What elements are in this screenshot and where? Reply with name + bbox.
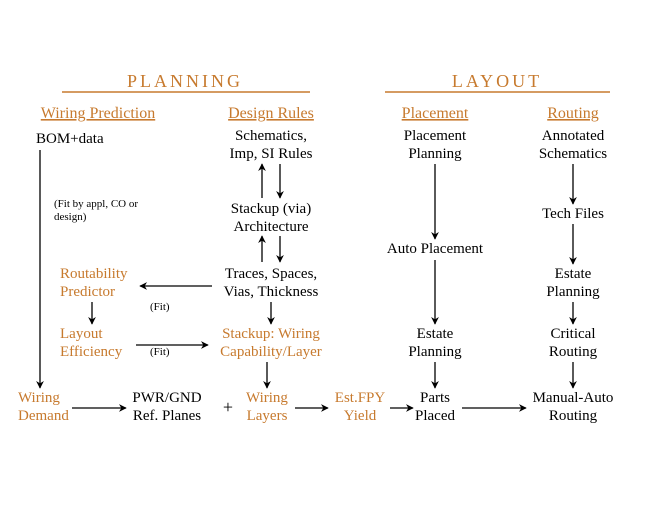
svg-text:Planning: Planning	[408, 146, 462, 162]
subhead-design-rules: Design Rules	[228, 105, 314, 122]
svg-text:Imp, SI Rules: Imp, SI Rules	[230, 146, 313, 162]
node-routability-predictor: Routability Predictor	[60, 266, 128, 300]
svg-text:Demand: Demand	[18, 408, 69, 424]
svg-text:Traces, Spaces,: Traces, Spaces,	[225, 266, 317, 282]
node-schematics: Schematics, Imp, SI Rules	[230, 128, 313, 162]
svg-text:Architecture: Architecture	[234, 219, 309, 235]
svg-text:Wiring: Wiring	[18, 390, 60, 406]
node-critical-routing: Critical Routing	[549, 326, 598, 360]
svg-text:Manual-Auto: Manual-Auto	[533, 390, 614, 406]
svg-text:Layout: Layout	[60, 326, 103, 342]
node-stackup-wiring: Stackup: Wiring Capability/Layer	[220, 326, 322, 360]
node-placement-planning: Placement Planning	[404, 128, 467, 162]
node-wiring-layers: Wiring Layers	[246, 390, 288, 424]
node-stackup-via: Stackup (via) Architecture	[231, 201, 311, 235]
note-fit-by: (Fit by appl, CO or design)	[54, 198, 138, 223]
svg-text:Annotated: Annotated	[542, 128, 605, 144]
svg-text:PWR/GND: PWR/GND	[132, 390, 201, 406]
symbol-plus: +	[223, 397, 233, 417]
svg-text:Planning: Planning	[546, 284, 600, 300]
header-planning: PLANNING	[127, 71, 243, 91]
node-estate-planning-placement: Estate Planning	[408, 326, 462, 360]
svg-text:Efficiency: Efficiency	[60, 344, 123, 360]
svg-text:Estate: Estate	[555, 266, 592, 282]
svg-text:(Fit by appl, CO or: (Fit by appl, CO or	[54, 198, 138, 210]
node-annotated-schematics: Annotated Schematics	[539, 128, 607, 162]
svg-text:Est.FPY: Est.FPY	[335, 390, 386, 406]
node-parts-placed: Parts Placed	[415, 390, 455, 424]
svg-text:Placed: Placed	[415, 408, 455, 424]
svg-text:Placement: Placement	[404, 128, 467, 144]
svg-text:design): design)	[54, 211, 87, 223]
note-fit-2: (Fit)	[150, 346, 170, 358]
svg-text:Vias, Thickness: Vias, Thickness	[224, 284, 319, 300]
node-bom: BOM+data	[36, 131, 104, 147]
svg-text:Layers: Layers	[247, 408, 288, 424]
svg-text:Estate: Estate	[417, 326, 454, 342]
node-tech-files: Tech Files	[542, 206, 604, 222]
node-traces: Traces, Spaces, Vias, Thickness	[224, 266, 319, 300]
subhead-wiring-prediction: Wiring Prediction	[41, 105, 155, 122]
svg-text:Schematics: Schematics	[539, 146, 607, 162]
node-auto-placement: Auto Placement	[387, 241, 484, 257]
svg-text:Predictor: Predictor	[60, 284, 115, 300]
svg-text:Wiring: Wiring	[246, 390, 288, 406]
svg-text:Planning: Planning	[408, 344, 462, 360]
svg-text:Routability: Routability	[60, 266, 128, 282]
svg-text:Ref. Planes: Ref. Planes	[133, 408, 201, 424]
node-pwr-gnd: PWR/GND Ref. Planes	[132, 390, 201, 424]
svg-text:Schematics,: Schematics,	[235, 128, 307, 144]
node-layout-efficiency: Layout Efficiency	[60, 326, 123, 360]
note-fit-1: (Fit)	[150, 301, 170, 313]
subhead-routing: Routing	[547, 105, 599, 122]
svg-text:Parts: Parts	[420, 390, 450, 406]
subhead-placement: Placement	[402, 105, 469, 122]
svg-text:Routing: Routing	[549, 408, 598, 424]
node-est-fpy: Est.FPY Yield	[335, 390, 386, 424]
node-manual-auto-routing: Manual-Auto Routing	[533, 390, 614, 424]
svg-text:Routing: Routing	[549, 344, 598, 360]
header-layout: LAYOUT	[452, 71, 542, 91]
svg-text:Capability/Layer: Capability/Layer	[220, 344, 322, 360]
svg-text:Yield: Yield	[344, 408, 377, 424]
svg-text:Stackup: Wiring: Stackup: Wiring	[222, 326, 320, 342]
svg-text:Stackup (via): Stackup (via)	[231, 201, 311, 217]
node-wiring-demand: Wiring Demand	[18, 390, 69, 424]
node-estate-planning-routing: Estate Planning	[546, 266, 600, 300]
svg-text:Critical: Critical	[551, 326, 596, 342]
